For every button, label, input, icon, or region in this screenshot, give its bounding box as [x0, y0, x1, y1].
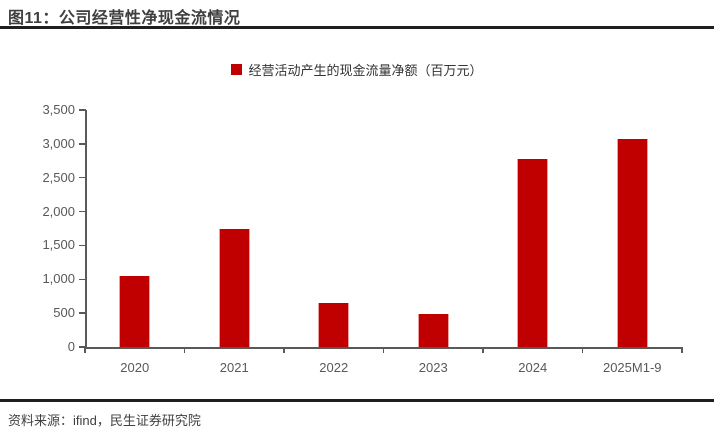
x-axis-tick	[283, 347, 285, 353]
x-axis-tick	[482, 347, 484, 353]
y-axis-tick	[79, 109, 86, 111]
bar	[517, 159, 549, 347]
y-axis-label: 2,500	[42, 169, 75, 185]
chart-legend: 经营活动产生的现金流量净额（百万元）	[0, 60, 714, 79]
y-axis-tick	[79, 278, 86, 281]
y-axis-label: 0	[67, 339, 75, 354]
x-axis-label: 2020	[120, 360, 150, 375]
x-axis-label: 2022	[319, 360, 349, 375]
bar	[616, 139, 648, 347]
y-axis-label: 2,000	[42, 203, 75, 219]
y-axis-tick	[79, 312, 86, 314]
y-axis-label: 1,500	[42, 237, 75, 253]
x-axis-tick	[84, 347, 86, 353]
y-axis-tick	[79, 143, 86, 145]
title-divider	[0, 26, 714, 29]
x-axis-label: 2025M1-9	[602, 360, 662, 375]
x-axis-tick	[681, 347, 683, 353]
source-note: 资料来源：ifind，民生证券研究院	[8, 413, 201, 428]
x-axis-label: 2024	[518, 360, 548, 375]
x-axis-label: 2023	[418, 360, 448, 375]
x-axis-label: 2021	[219, 360, 249, 375]
y-axis-label: 3,000	[42, 135, 75, 151]
y-axis-tick	[79, 176, 86, 179]
x-axis-tick	[581, 347, 584, 353]
bar	[318, 302, 350, 347]
y-axis-label: 1,000	[42, 271, 75, 287]
figure-title: 图11：公司经营性净现金流情况	[8, 10, 241, 27]
y-axis-tick	[79, 244, 86, 247]
bar	[218, 229, 250, 347]
y-axis-tick	[79, 346, 86, 348]
bar	[119, 275, 151, 347]
x-axis-tick	[183, 347, 186, 353]
bar	[417, 313, 449, 347]
footer-divider	[0, 399, 714, 402]
y-axis-label: 500	[53, 305, 75, 321]
y-axis-line	[85, 110, 87, 348]
x-axis-tick	[382, 347, 385, 353]
legend-label: 经营活动产生的现金流量净额（百万元）	[248, 64, 483, 79]
legend-swatch-red	[231, 64, 243, 75]
y-axis-tick	[79, 210, 86, 213]
y-axis-label: 3,500	[42, 102, 75, 117]
